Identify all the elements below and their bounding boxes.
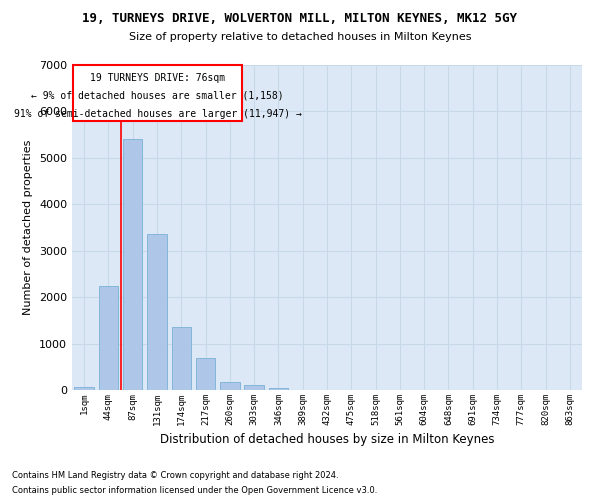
Bar [123,140,142,390]
Bar [269,388,288,390]
X-axis label: Distribution of detached houses by size in Milton Keynes: Distribution of detached houses by size … [160,434,494,446]
Bar [244,386,264,390]
Text: ← 9% of detached houses are smaller (1,158): ← 9% of detached houses are smaller (1,1… [31,91,284,101]
Y-axis label: Number of detached properties: Number of detached properties [23,140,34,315]
Text: 19, TURNEYS DRIVE, WOLVERTON MILL, MILTON KEYNES, MK12 5GY: 19, TURNEYS DRIVE, WOLVERTON MILL, MILTO… [83,12,517,26]
Text: Contains public sector information licensed under the Open Government Licence v3: Contains public sector information licen… [12,486,377,495]
Bar [172,328,191,390]
Bar [220,382,239,390]
Text: Size of property relative to detached houses in Milton Keynes: Size of property relative to detached ho… [129,32,471,42]
Text: 19 TURNEYS DRIVE: 76sqm: 19 TURNEYS DRIVE: 76sqm [90,74,225,84]
Bar [74,387,94,390]
Bar [73,65,242,120]
Text: Contains HM Land Registry data © Crown copyright and database right 2024.: Contains HM Land Registry data © Crown c… [12,471,338,480]
Bar [196,358,215,390]
Text: 91% of semi-detached houses are larger (11,947) →: 91% of semi-detached houses are larger (… [14,108,302,118]
Bar [147,234,167,390]
Bar [99,286,118,390]
